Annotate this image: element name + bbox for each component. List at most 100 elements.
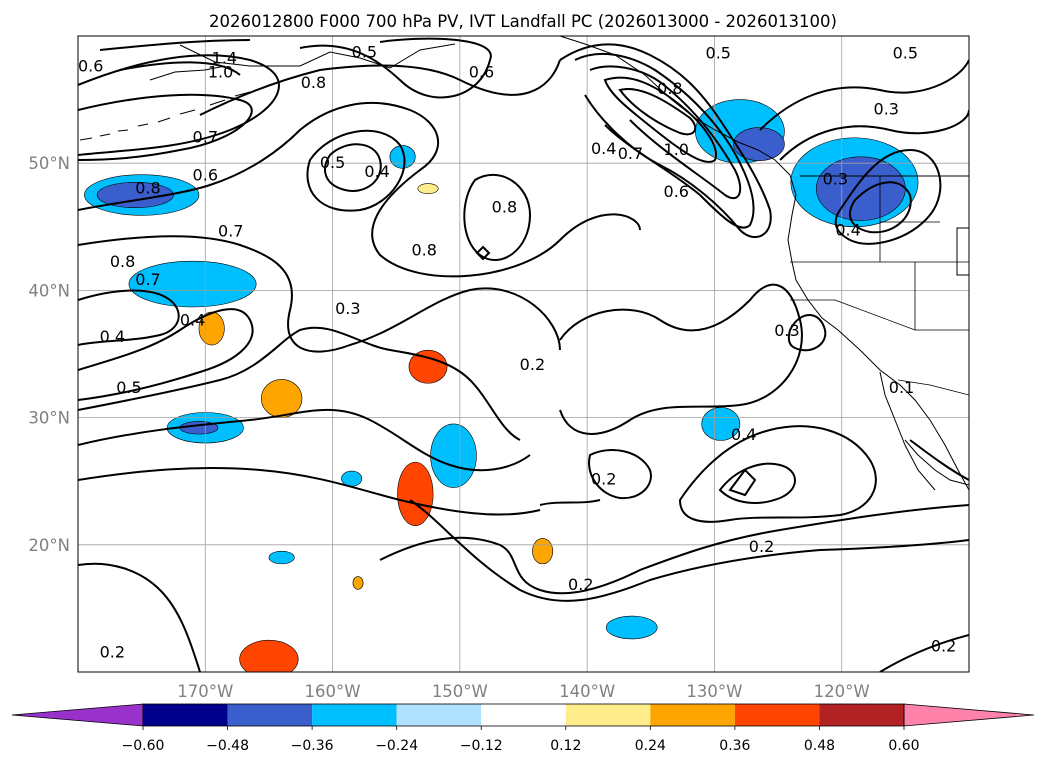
contour-label: 0.5: [320, 153, 345, 172]
contour-label: 0.4: [731, 425, 756, 444]
lat-tick-label: 20°N: [28, 536, 70, 555]
pv-contour: [78, 326, 521, 441]
pv-contours: [78, 37, 969, 672]
pv-contour: [78, 408, 531, 472]
map-plot-area: 0.6 1.41.00.80.50.60.70.60.80.5 0.40.80.80…: [77, 35, 970, 673]
contour-label: 0.8: [657, 79, 682, 98]
contour-label: 0.1: [889, 378, 914, 397]
pv-contour: [475, 245, 491, 261]
plot-frame: [77, 35, 970, 673]
colorbar-tick-label: −0.12: [460, 738, 503, 754]
lat-tick-label: 30°N: [28, 409, 70, 428]
pv-contour: [728, 468, 757, 497]
colorbar-tick-label: 0.24: [635, 738, 666, 754]
ivt-shaded-region: [352, 576, 364, 590]
pv-contour: [539, 499, 601, 506]
colorbar-segment: [819, 704, 904, 726]
pv-contour: [78, 467, 541, 516]
colorbar-tick-labels: −0.60 −0.48 −0.36 −0.24 −0.12 0.12 0.24 0.36 0.4…: [122, 726, 920, 754]
lon-tick-label: 150°W: [432, 682, 488, 701]
colorbar-segment: [312, 704, 397, 726]
colorbar-segment: [227, 704, 313, 726]
lon-tick-label: 120°W: [814, 682, 870, 701]
ivt-shaded-region: [701, 407, 741, 441]
ivt-shaded-region: [408, 349, 448, 384]
contour-label: 1.0: [664, 140, 689, 159]
pv-contour: [299, 37, 492, 99]
colorbar-tick-label: 0.12: [550, 738, 581, 754]
colorbar-segment: [396, 704, 482, 726]
pv-contour: [759, 59, 969, 131]
contour-label: 1.0: [208, 63, 233, 82]
contour-label: 0.8: [492, 197, 517, 216]
pv-contour: [603, 76, 717, 163]
pv-contour: [78, 101, 641, 278]
ivt-shaded-region: [397, 461, 434, 527]
colorbar-segment: [565, 704, 651, 726]
pv-contour: [99, 39, 251, 51]
colorbar-segment: [481, 704, 566, 726]
pv-contour: [78, 308, 254, 401]
contour-label: 0.4: [180, 311, 205, 330]
ivt-shaded-region: [733, 127, 785, 161]
contour-label: 0.3: [335, 299, 360, 318]
ivt-shaded-region: [417, 183, 439, 195]
state-borders: [790, 176, 969, 331]
colorbar-segment: [650, 704, 735, 726]
contour-label: 0.2: [749, 537, 774, 556]
colorbar-outline: [142, 703, 905, 727]
ivt-shading-layer: [84, 99, 919, 672]
pv-contour: [78, 54, 280, 156]
pv-contour: [718, 462, 796, 504]
pv-contour: [78, 93, 253, 161]
contour-label: 0.7: [135, 270, 160, 289]
pv-contour: [306, 129, 406, 212]
colorbar-tick-label: 0.48: [804, 738, 835, 754]
lon-tick-label: 160°W: [305, 682, 361, 701]
ivt-shaded-region: [268, 550, 295, 565]
contour-label: 0.2: [100, 643, 125, 662]
lon-tick-label: 140°W: [559, 682, 615, 701]
colorbar-extend-max: [903, 703, 1035, 727]
colorbar-extend-min: [11, 703, 144, 727]
ivt-shaded-region: [532, 538, 554, 565]
pv-contour: [463, 174, 532, 261]
map-gridlines: [78, 36, 969, 672]
contour-label: 0.4: [100, 327, 125, 346]
contour-label: 0.5: [706, 44, 731, 63]
colorbar-tick-label: −0.60: [122, 738, 165, 754]
pv-contour: [849, 181, 912, 234]
contour-label: 0.2: [931, 636, 956, 655]
contour-label: 0.5: [116, 378, 141, 397]
colorbar: [11, 703, 1035, 727]
contour-label: 0.2: [591, 470, 616, 489]
pv-contour: [834, 148, 942, 245]
pv-contour: [559, 43, 772, 239]
contour-label: 0.4: [591, 139, 616, 158]
contour-label: 0.8: [110, 252, 135, 271]
ivt-shaded-region: [96, 181, 174, 209]
pv-contour: [324, 143, 382, 192]
pv-contour: [559, 283, 803, 435]
contour-label: 0.2: [520, 355, 545, 374]
chart-title: 2026012800 F000 700 hPa PV, IVT Landfall…: [209, 12, 837, 31]
colorbar-tick-label: −0.24: [375, 738, 418, 754]
contour-label: 0.8: [301, 73, 326, 92]
contour-label: 0.6: [469, 63, 494, 82]
lat-tick-label: 50°N: [28, 154, 70, 173]
ivt-shaded-region: [389, 145, 416, 169]
pv-contour: [879, 634, 969, 672]
ivt-shaded-region: [815, 156, 906, 221]
pv-contour: [78, 562, 201, 672]
contour-label: 0.3: [823, 169, 848, 188]
pv-contour: [78, 289, 180, 346]
contour-label: 0.8: [135, 178, 160, 197]
colorbar-segment: [734, 704, 820, 726]
contour-label: 0.6: [193, 166, 218, 185]
plot-background: [78, 36, 969, 672]
longitude-tick-labels: 170°W 160°W 150°W 140°W 130°W 120°W: [177, 682, 869, 701]
pv-contour: [909, 439, 969, 481]
alaska-coastline: [149, 43, 456, 81]
pv-contour: [678, 425, 877, 523]
